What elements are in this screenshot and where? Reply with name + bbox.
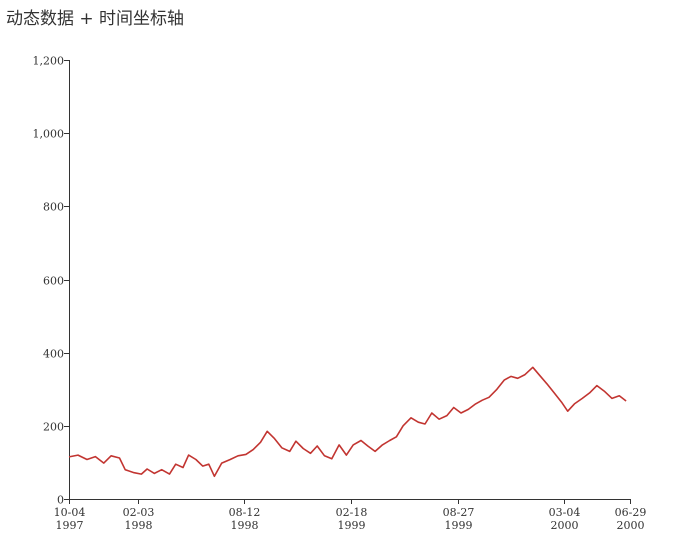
x-tick-label-date: 02-03 bbox=[123, 506, 155, 519]
y-tick-label: 1,000 bbox=[33, 128, 65, 141]
y-axis: 0 200 400 600 800 1,000 1,200 bbox=[33, 55, 70, 507]
x-tick-label-date: 08-12 bbox=[229, 506, 261, 519]
y-tick: 200 bbox=[43, 421, 69, 434]
x-axis: 10-04199702-03199808-12199802-18199908-2… bbox=[54, 499, 647, 532]
y-tick-label: 0 bbox=[57, 494, 64, 507]
y-tick: 800 bbox=[43, 201, 69, 214]
y-tick: 1,000 bbox=[33, 128, 69, 141]
y-tick: 400 bbox=[43, 348, 69, 361]
x-tick-label-year: 1999 bbox=[338, 519, 366, 532]
y-tick: 1,200 bbox=[33, 55, 69, 68]
x-tick-label-year: 2000 bbox=[617, 519, 645, 532]
x-tick-label-year: 1997 bbox=[56, 519, 84, 532]
x-tick-label-year: 1998 bbox=[125, 519, 153, 532]
y-tick-label: 400 bbox=[43, 348, 64, 361]
y-tick-label: 600 bbox=[43, 275, 64, 288]
y-tick-label: 800 bbox=[43, 201, 64, 214]
x-tick-label-date: 06-29 bbox=[615, 506, 647, 519]
x-tick-label-year: 1999 bbox=[445, 519, 473, 532]
x-tick-label-year: 1998 bbox=[231, 519, 259, 532]
x-tick-label-year: 2000 bbox=[551, 519, 579, 532]
series-line bbox=[68, 366, 627, 478]
x-tick-label-date: 08-27 bbox=[443, 506, 475, 519]
x-tick-label-date: 03-04 bbox=[549, 506, 581, 519]
x-tick-label-date: 02-18 bbox=[336, 506, 368, 519]
x-tick-label-date: 10-04 bbox=[54, 506, 86, 519]
y-tick: 0 bbox=[57, 494, 69, 507]
y-tick: 600 bbox=[43, 275, 69, 288]
y-tick-label: 1,200 bbox=[33, 55, 65, 68]
chart-title: 动态数据 + 时间坐标轴 bbox=[6, 9, 185, 29]
y-tick-label: 200 bbox=[43, 421, 64, 434]
